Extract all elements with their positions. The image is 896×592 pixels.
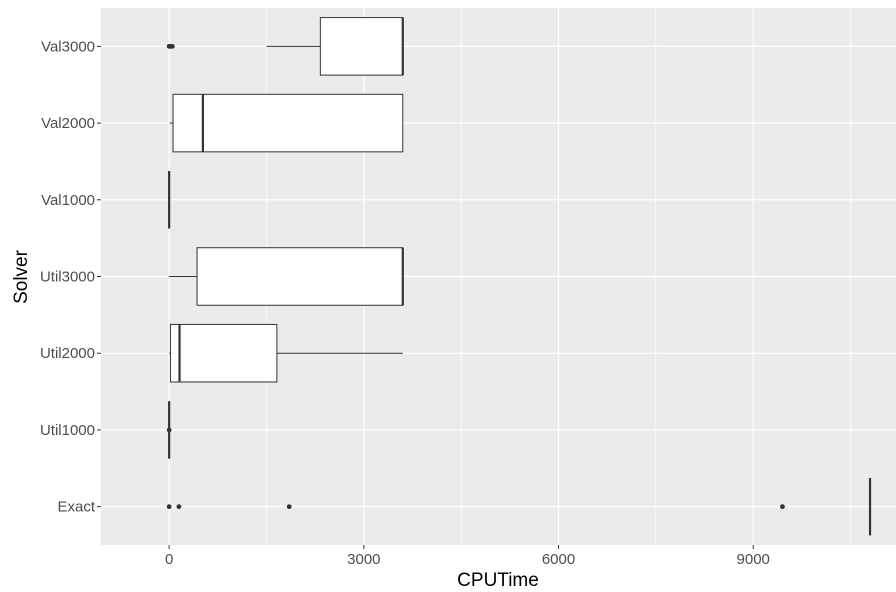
outlier-point <box>780 504 785 510</box>
axis-ticks: 0 3000 6000 9000 Exact Util1000 Util2000 Util30… <box>40 38 770 568</box>
box-group-val2000 <box>169 93 404 153</box>
y-tick-label: Util1000 <box>40 422 95 439</box>
x-axis-title: CPUTime <box>457 570 539 591</box>
y-tick-label: Util2000 <box>40 345 95 362</box>
box-group-util2000 <box>169 323 403 383</box>
y-tick-label: Util3000 <box>40 269 95 286</box>
x-tick-label: 9000 <box>737 551 770 568</box>
box-body <box>169 323 278 383</box>
y-tick-label: Val2000 <box>41 115 95 132</box>
y-tick-label: Val3000 <box>41 38 95 55</box>
box-group-util1000 <box>166 401 172 459</box>
box-group-util3000 <box>169 247 404 306</box>
outlier-point <box>176 504 182 510</box>
box-body <box>196 247 404 306</box>
boxplot-marks <box>166 17 872 536</box>
box-body <box>319 17 404 76</box>
box-body <box>172 93 404 153</box>
outlier-point <box>286 504 292 510</box>
outlier-point <box>169 43 175 49</box>
y-axis-title: Solver <box>11 249 32 304</box>
x-tick-label: 3000 <box>347 551 380 568</box>
x-tick-label: 0 <box>165 551 173 568</box>
outlier-point <box>166 427 172 433</box>
y-tick-label: Val1000 <box>41 192 95 209</box>
grid-lines <box>101 8 896 545</box>
box-group-val3000 <box>166 17 404 76</box>
x-tick-label: 6000 <box>542 551 575 568</box>
y-tick-label: Exact <box>57 499 95 516</box>
outlier-point <box>166 504 172 510</box>
box-group-exact <box>166 477 872 536</box>
